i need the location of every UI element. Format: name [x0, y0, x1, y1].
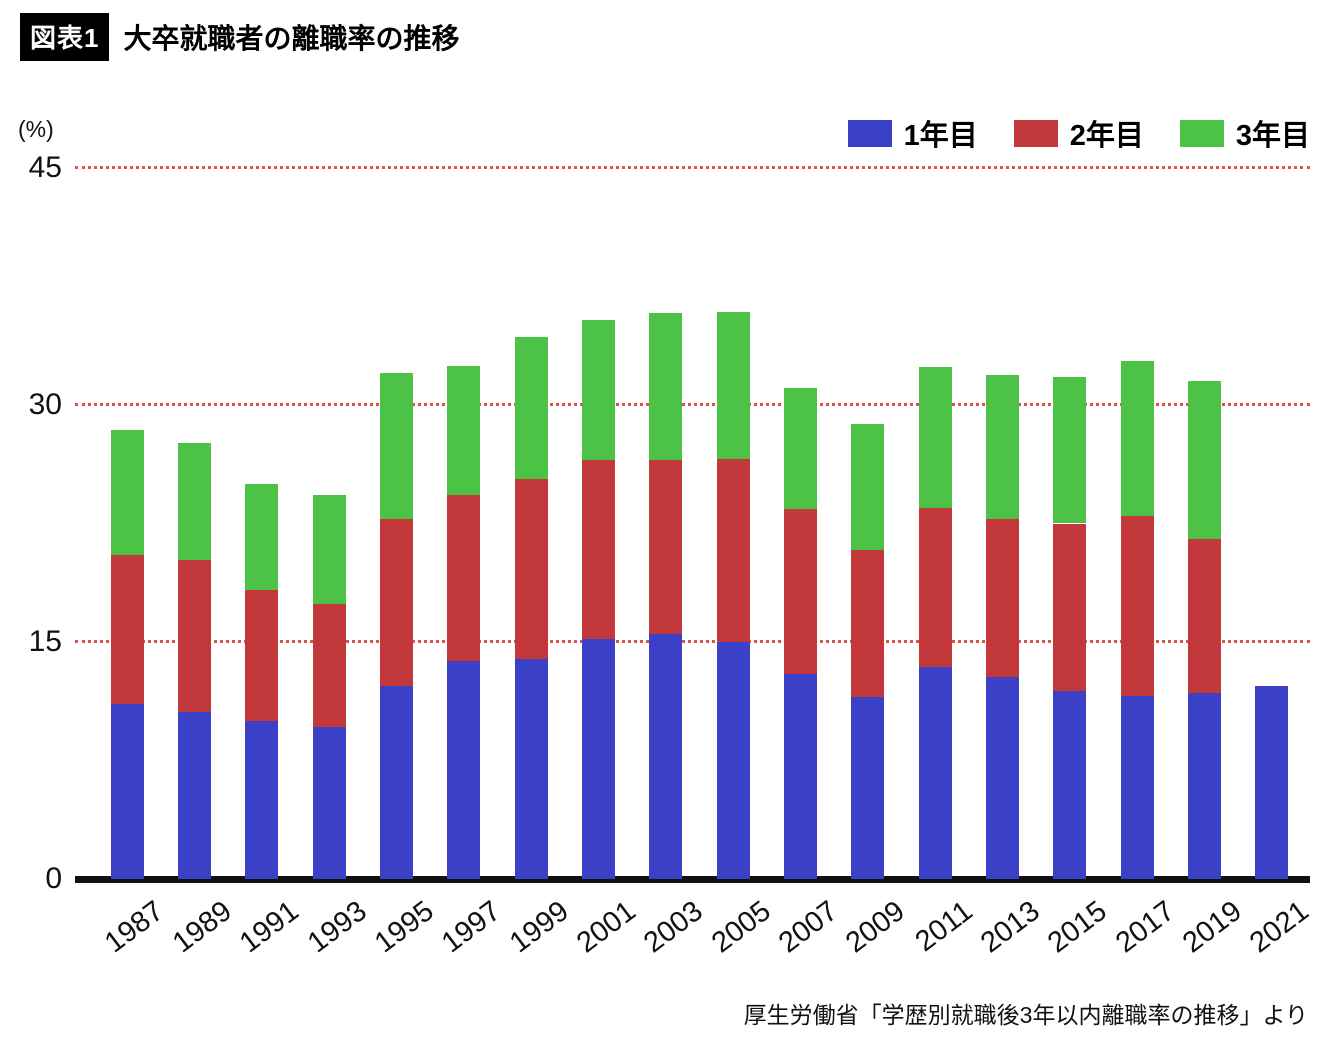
bar-segment-2007-2年目: [784, 509, 817, 674]
y-tick-label-30: 30: [28, 388, 62, 421]
x-tick-label-2015: 2015: [1042, 895, 1114, 960]
bar-segment-2003-3年目: [649, 313, 683, 461]
legend-swatch-year3: [1179, 119, 1224, 147]
x-tick-label-2001: 2001: [570, 895, 642, 960]
bar-segment-2015-3年目: [1053, 376, 1087, 524]
bar-segment-1999-2年目: [514, 479, 548, 660]
source-note: 厚生労働省「学歴別就職後3年以内離職率の推移」より: [743, 1002, 1308, 1028]
bar-segment-1997-1年目: [447, 660, 481, 879]
bar-segment-2015-2年目: [1053, 523, 1087, 691]
bar-segment-2003-2年目: [649, 460, 683, 635]
bar-segment-1989-2年目: [177, 559, 211, 712]
x-tick-label-2019: 2019: [1177, 895, 1248, 960]
bar-segment-2007-1年目: [784, 673, 817, 879]
legend-item-year1: 1年目: [847, 112, 978, 154]
bar-segment-2001-3年目: [581, 319, 615, 461]
bar-segment-1989-1年目: [177, 711, 211, 879]
bar-segment-2013-3年目: [986, 374, 1020, 519]
bar-segment-2011-3年目: [918, 367, 952, 508]
x-tick-label-2007: 2007: [772, 895, 844, 960]
legend-swatch-year2: [1013, 119, 1058, 147]
bar-segment-2017-2年目: [1120, 515, 1154, 696]
bar-segment-1995-2年目: [379, 518, 413, 687]
bar-segment-2019-1年目: [1188, 692, 1222, 879]
bar-segment-1997-3年目: [447, 365, 481, 496]
bar-segment-1987-1年目: [110, 703, 144, 879]
bar-segment-1995-3年目: [379, 373, 413, 519]
x-tick-label-1995: 1995: [368, 895, 440, 960]
gridline-45: [75, 166, 1310, 169]
y-tick-label-0: 0: [45, 862, 62, 895]
y-axis-unit-label: (%): [18, 116, 54, 142]
x-tick-label-2021: 2021: [1244, 895, 1316, 960]
bar-segment-2017-3年目: [1120, 360, 1154, 516]
x-tick-label-1993: 1993: [301, 895, 373, 960]
x-tick-label-2003: 2003: [638, 895, 710, 960]
figure-label-badge: 図表1: [20, 13, 110, 61]
x-tick-label-2013: 2013: [975, 895, 1046, 960]
x-tick-label-2017: 2017: [1109, 895, 1181, 960]
bar-segment-2019-2年目: [1188, 539, 1222, 693]
legend-item-year3: 3年目: [1179, 112, 1310, 154]
bar-segment-2001-2年目: [581, 460, 615, 639]
bar-segment-2013-1年目: [986, 676, 1020, 879]
bar-segment-2005-1年目: [716, 642, 750, 879]
bar-segment-2007-3年目: [784, 387, 817, 510]
bar-segment-1999-3年目: [514, 337, 548, 480]
bar-segment-2015-1年目: [1053, 690, 1087, 879]
y-tick-label-45: 45: [28, 151, 62, 184]
bar-segment-2019-3年目: [1188, 381, 1222, 540]
bar-segment-2009-3年目: [851, 423, 885, 551]
legend: 1年目 2年目 3年目: [847, 112, 1310, 154]
x-tick-label-1987: 1987: [99, 895, 171, 960]
legend-label-year3: 3年目: [1235, 120, 1310, 152]
bar-segment-2021-1年目: [1255, 686, 1289, 879]
gridline-30: [75, 403, 1310, 406]
bar-segment-2011-2年目: [918, 507, 952, 668]
x-tick-label-1997: 1997: [436, 895, 508, 960]
bar-segment-2009-1年目: [851, 697, 885, 879]
bar-segment-2001-1年目: [581, 638, 615, 879]
x-axis-line: [75, 876, 1310, 883]
bar-segment-1989-3年目: [177, 442, 211, 560]
gridline-15: [75, 640, 1310, 643]
x-tick-label-2009: 2009: [840, 895, 912, 960]
bar-segment-2003-1年目: [649, 634, 683, 879]
bar-segment-2017-1年目: [1120, 695, 1154, 879]
bar-segment-2005-2年目: [716, 458, 750, 642]
legend-swatch-year1: [847, 119, 892, 147]
bar-segment-2013-2年目: [986, 518, 1020, 677]
y-tick-label-15: 15: [28, 625, 62, 658]
x-tick-label-2005: 2005: [705, 895, 777, 960]
bar-segment-1999-1年目: [514, 659, 548, 879]
bar-segment-1993-2年目: [312, 604, 346, 728]
x-tick-label-1989: 1989: [166, 895, 238, 960]
chart-header: 図表1 大卒就職者の離職率の推移: [20, 13, 459, 61]
bar-segment-1987-3年目: [110, 430, 144, 556]
bar-segment-1991-2年目: [245, 589, 279, 721]
legend-item-year2: 2年目: [1013, 112, 1144, 154]
chart-title: 大卒就職者の離職率の推移: [123, 23, 460, 54]
x-tick-label-2011: 2011: [909, 895, 979, 959]
bar-segment-1995-1年目: [379, 686, 413, 879]
legend-label-year1: 1年目: [903, 120, 978, 152]
bar-segment-1993-1年目: [312, 727, 346, 879]
x-tick-label-1991: 1991: [234, 895, 305, 960]
bar-segment-1991-1年目: [245, 721, 279, 879]
legend-label-year2: 2年目: [1069, 120, 1144, 152]
bar-segment-1991-3年目: [245, 484, 279, 590]
bar-segment-1997-2年目: [447, 495, 481, 661]
x-tick-label-1999: 1999: [503, 895, 575, 960]
bar-segment-1993-3年目: [312, 495, 346, 605]
bar-segment-2009-2年目: [851, 550, 885, 698]
bar-segment-2005-3年目: [716, 311, 750, 459]
bar-segment-1987-2年目: [110, 555, 144, 704]
bar-segment-2011-1年目: [918, 667, 952, 879]
